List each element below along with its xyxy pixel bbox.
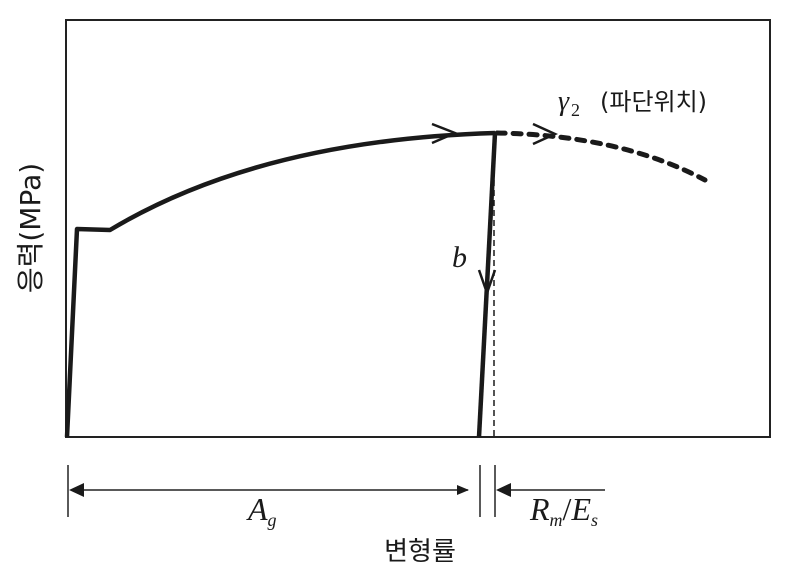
unloading-direction-arrow [477,269,497,297]
dimension-arrowhead-left [69,483,84,497]
fracture-location-label: (파단위치) [600,88,707,116]
unloading-label: b [452,241,467,274]
unloading-line [476,132,498,438]
plot-frame [65,19,771,438]
loading-curve [64,130,496,438]
x-axis-label: 변형률 [384,537,456,567]
uniform-elongation-label: Ag [246,491,277,530]
loading-direction-arrow [431,122,459,145]
post-necking-dotted-curve [494,130,708,183]
fracture-direction-arrow [532,122,559,146]
elastic-recovery-label: Rm/Es [529,491,598,530]
dimension-arrowhead-right [496,483,511,497]
y-axis-label: 응력(MPa) [14,163,47,293]
